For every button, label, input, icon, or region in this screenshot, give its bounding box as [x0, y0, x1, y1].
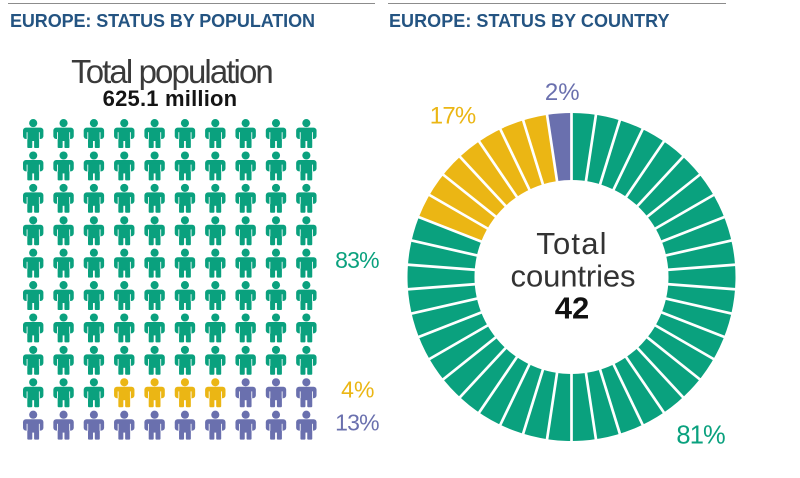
svg-text:625.1 million: 625.1 million	[103, 86, 238, 111]
svg-text:Total population: Total population	[71, 53, 272, 90]
svg-text:83%: 83%	[335, 247, 379, 273]
svg-text:Total: Total	[536, 226, 607, 261]
svg-text:42: 42	[555, 290, 589, 325]
svg-text:17%: 17%	[430, 103, 476, 130]
svg-text:2%: 2%	[545, 79, 580, 106]
svg-text:81%: 81%	[676, 422, 725, 450]
svg-text:countries: countries	[511, 259, 636, 294]
svg-text:EUROPE: STATUS BY COUNTRY: EUROPE: STATUS BY COUNTRY	[389, 11, 670, 31]
svg-text:13%: 13%	[335, 410, 379, 436]
svg-text:4%: 4%	[341, 377, 374, 403]
svg-text:EUROPE: STATUS BY POPULATION: EUROPE: STATUS BY POPULATION	[10, 11, 315, 31]
